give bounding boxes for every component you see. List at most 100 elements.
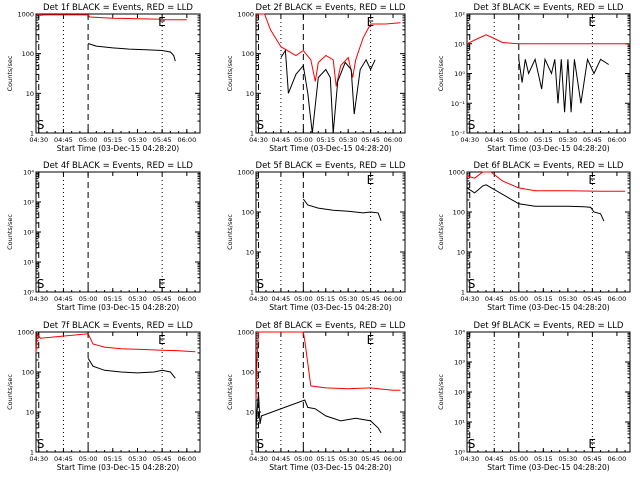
series-line-black <box>302 198 382 222</box>
x-tick-label: 04:30 <box>460 455 479 463</box>
x-tick-label: 05:15 <box>534 295 553 303</box>
x-tick-label: 05:00 <box>79 136 98 144</box>
y-tick-label: 10 <box>246 409 254 417</box>
y-axis-label: Counts/sec <box>226 55 234 91</box>
y-tick-label: 10² <box>454 11 465 19</box>
marker-s-label: S <box>256 118 264 132</box>
x-tick-label: 05:15 <box>316 455 335 463</box>
y-tick-label: 1 <box>250 130 254 138</box>
plot-panel-4: Det 4f BLACK = Events, RED = LLD 04:30 04:… <box>6 161 201 312</box>
y-tick-label: 10 <box>26 409 34 417</box>
plot-panel-7: Det 7f BLACK = Events, RED = LLD 04:30 04:… <box>6 321 201 472</box>
marker-e-label: E <box>367 333 375 347</box>
x-tick-label: 06:00 <box>384 295 403 303</box>
y-axis-label: Counts/sec <box>437 55 445 91</box>
plot-panel-9: Det 9f BLACK = Events, RED = LLD 04:30 04:… <box>437 321 631 472</box>
x-tick-label: 04:30 <box>249 295 268 303</box>
y-tick-label: 1000 <box>17 329 34 337</box>
y-tick-label: 10⁰ <box>454 449 465 457</box>
x-tick-label: 04:30 <box>249 455 268 463</box>
x-tick-label: 05:30 <box>339 295 358 303</box>
y-tick-label: 1 <box>30 130 34 138</box>
x-tick-label: 05:00 <box>509 295 528 303</box>
y-axis-label: Counts/sec <box>437 214 445 250</box>
x-tick-label: 05:15 <box>534 136 553 144</box>
x-tick-label: 05:45 <box>361 136 380 144</box>
plot-frame <box>35 331 201 453</box>
y-axis-label: Counts/sec <box>226 214 234 250</box>
series-line-red <box>35 332 196 353</box>
series-line-red <box>35 13 187 21</box>
x-tick-label: 06:00 <box>177 136 196 144</box>
marker-e-label: E <box>367 15 375 29</box>
y-tick-label: 1000 <box>237 169 254 177</box>
x-tick-label: 06:00 <box>384 136 403 144</box>
plot-frame <box>35 13 201 134</box>
x-axis-label: Start Time (03-Dec-15 04:28:20) <box>269 144 391 153</box>
chart-title: Det 7f BLACK = Events, RED = LLD <box>43 321 193 331</box>
x-tick-label: 04:45 <box>272 455 291 463</box>
x-tick-label: 06:00 <box>608 136 627 144</box>
y-tick-label: 1000 <box>17 11 34 19</box>
x-tick-label: 05:30 <box>128 295 147 303</box>
y-tick-label: 10¹ <box>23 259 34 267</box>
plot-panel-2: Det 2f BLACK = Events, RED = LLD 04:30 04:… <box>226 3 406 153</box>
y-tick-label: 10¹ <box>454 419 465 427</box>
plot-frame <box>466 331 631 453</box>
marker-e-label: E <box>158 277 166 291</box>
x-axis-label: Start Time (03-Dec-15 04:28:20) <box>57 463 179 472</box>
y-tick-label: 10⁴ <box>23 169 34 177</box>
x-tick-label: 05:30 <box>558 455 577 463</box>
x-axis-label: Start Time (03-Dec-15 04:28:20) <box>57 144 179 153</box>
plot-panel-8: Det 8f BLACK = Events, RED = LLD 04:30 04:… <box>226 321 406 472</box>
marker-e-label: E <box>588 15 596 29</box>
y-tick-label: 10² <box>454 389 465 397</box>
chart-title: Det 8f BLACK = Events, RED = LLD <box>256 321 406 331</box>
series-line-black <box>280 48 376 134</box>
plot-frame <box>466 171 631 293</box>
x-tick-label: 05:45 <box>153 295 172 303</box>
x-axis-label: Start Time (03-Dec-15 04:28:20) <box>487 303 609 312</box>
x-axis-label: Start Time (03-Dec-15 04:28:20) <box>487 463 609 472</box>
marker-s-label: S <box>256 277 264 291</box>
y-tick-label: 10³ <box>23 199 34 207</box>
x-tick-label: 06:00 <box>608 455 627 463</box>
x-tick-label: 05:15 <box>103 455 122 463</box>
x-tick-label: 06:00 <box>177 295 196 303</box>
chart-title: Det 2f BLACK = Events, RED = LLD <box>256 3 406 13</box>
x-tick-label: 05:00 <box>79 295 98 303</box>
y-tick-label: 10 <box>246 249 254 257</box>
plot-frame <box>35 171 201 293</box>
x-tick-label: 05:00 <box>294 295 313 303</box>
y-tick-label: 1000 <box>237 11 254 19</box>
y-tick-label: 100 <box>22 369 34 377</box>
x-tick-label: 04:30 <box>29 455 48 463</box>
x-tick-label: 05:15 <box>316 136 335 144</box>
y-tick-label: 100 <box>242 369 254 377</box>
y-tick-label: 100 <box>22 50 34 58</box>
marker-s-label: S <box>37 277 45 291</box>
marker-s-label: S <box>468 437 476 451</box>
series-line-black <box>255 392 382 434</box>
x-tick-label: 04:45 <box>272 295 291 303</box>
x-tick-label: 05:45 <box>583 295 602 303</box>
x-tick-label: 05:45 <box>361 455 380 463</box>
x-tick-label: 05:45 <box>583 136 602 144</box>
x-axis-label: Start Time (03-Dec-15 04:28:20) <box>269 303 391 312</box>
chart-title: Det 4f BLACK = Events, RED = LLD <box>43 161 193 171</box>
marker-s-label: S <box>256 437 264 451</box>
plot-panel-3: Det 3f BLACK = Events, RED = LLD 04:30 04:… <box>437 3 631 153</box>
y-axis-label: Counts/sec <box>6 214 14 250</box>
x-tick-label: 04:30 <box>460 136 479 144</box>
y-tick-label: 10⁻² <box>451 130 466 138</box>
x-tick-label: 05:45 <box>583 455 602 463</box>
x-tick-label: 05:30 <box>339 455 358 463</box>
y-tick-label: 1 <box>461 289 465 297</box>
x-tick-label: 04:30 <box>460 295 479 303</box>
y-axis-label: Counts/sec <box>437 374 445 410</box>
marker-e-label: E <box>367 173 375 187</box>
y-tick-label: 1000 <box>448 169 465 177</box>
x-tick-label: 05:15 <box>103 295 122 303</box>
marker-e-label: E <box>588 173 596 187</box>
x-tick-label: 06:00 <box>384 455 403 463</box>
